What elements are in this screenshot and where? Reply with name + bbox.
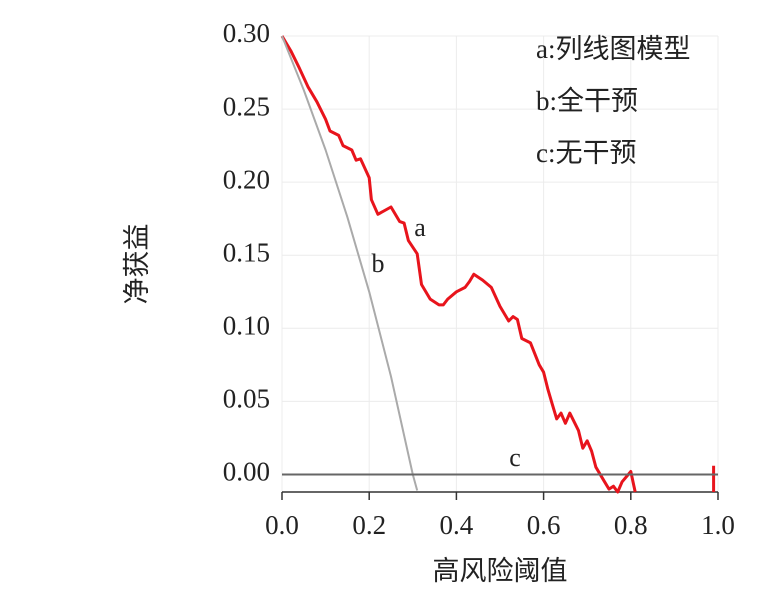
legend-entry: c:无干预: [536, 138, 637, 168]
annotation: c: [509, 443, 521, 472]
y-tick-label: 0.00: [223, 457, 270, 487]
series-line: [281, 35, 419, 491]
series-line: [280, 35, 716, 494]
legend-entry: b:全干预: [536, 86, 638, 116]
x-tick-label: 1.0: [701, 510, 735, 540]
x-tick-label: 0.8: [614, 510, 648, 540]
x-tick-label: 0.2: [352, 510, 386, 540]
y-tick-label: 0.10: [223, 311, 270, 341]
legend-entry: a:列线图模型: [536, 34, 691, 64]
y-tick-label: 0.25: [223, 91, 270, 121]
x-axis-label: 高风险阈值: [433, 556, 568, 586]
y-tick-label: 0.30: [223, 18, 270, 48]
annotation: b: [372, 249, 385, 278]
y-tick-label: 0.15: [223, 237, 270, 267]
y-tick-label: 0.20: [223, 164, 270, 194]
y-tick-label: 0.05: [223, 384, 270, 414]
x-tick-label: 0.4: [440, 510, 474, 540]
x-tick-label: 0.6: [527, 510, 561, 540]
x-tick-label: 0.0: [265, 510, 299, 540]
annotation: a: [414, 213, 426, 242]
y-axis-label: 净获益: [122, 224, 152, 305]
